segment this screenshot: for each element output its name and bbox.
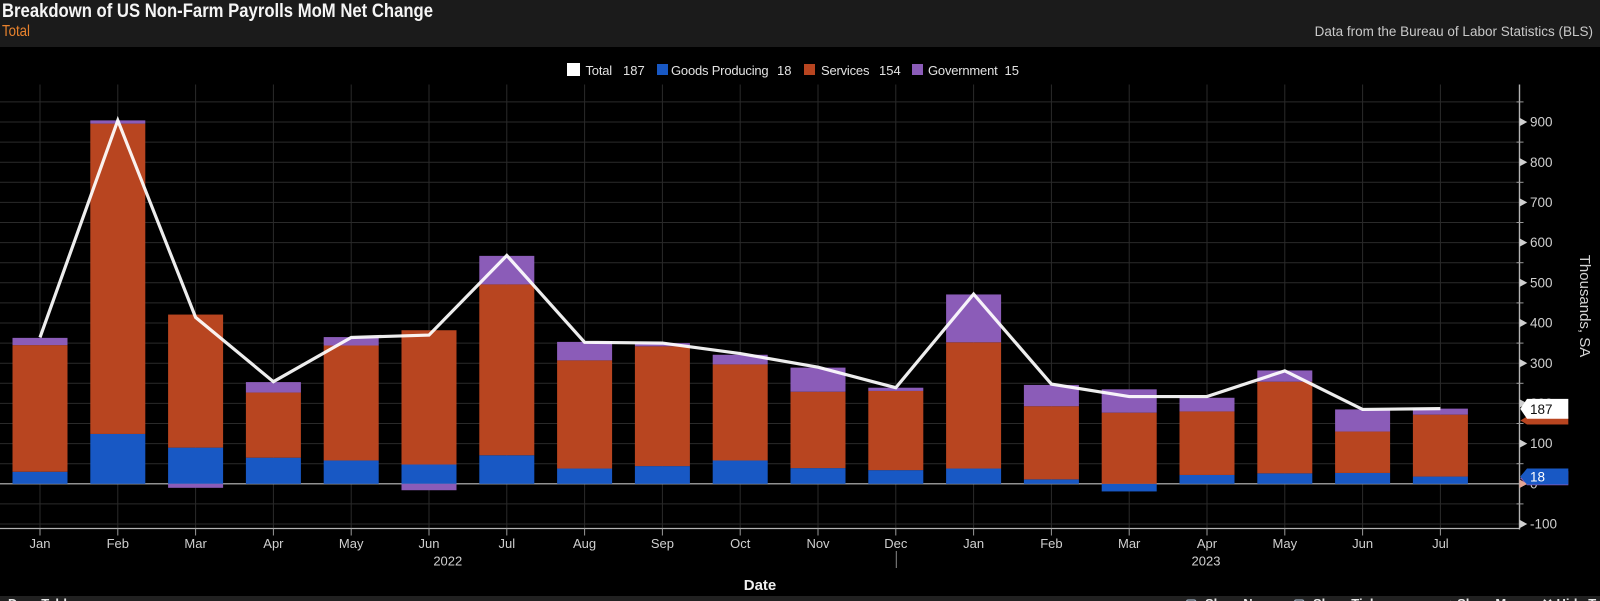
svg-text:2022: 2022 — [433, 554, 462, 569]
svg-text:Apr: Apr — [1197, 536, 1218, 551]
svg-text:400: 400 — [1530, 316, 1553, 331]
svg-text:Jan: Jan — [963, 536, 984, 551]
svg-text:-100: -100 — [1530, 517, 1557, 532]
svg-text:Jul: Jul — [1432, 536, 1449, 551]
svg-text:300: 300 — [1530, 356, 1553, 371]
svg-text:Jan: Jan — [30, 536, 51, 551]
svg-text:Mar: Mar — [184, 536, 207, 551]
svg-text:May: May — [339, 536, 364, 551]
svg-text:Jun: Jun — [1352, 536, 1373, 551]
svg-text:Feb: Feb — [1040, 536, 1062, 551]
svg-text:900: 900 — [1530, 115, 1553, 130]
svg-text:Thousands, SA: Thousands, SA — [1576, 255, 1593, 358]
svg-text:Apr: Apr — [263, 536, 284, 551]
svg-text:Jul: Jul — [498, 536, 515, 551]
svg-text:Aug: Aug — [573, 536, 596, 551]
svg-text:Nov: Nov — [806, 536, 830, 551]
svg-text:2023: 2023 — [1192, 554, 1221, 569]
svg-text:187: 187 — [1530, 402, 1553, 417]
svg-text:700: 700 — [1530, 195, 1553, 210]
svg-text:18: 18 — [1530, 469, 1545, 484]
svg-text:500: 500 — [1530, 275, 1553, 290]
svg-text:Jun: Jun — [419, 536, 440, 551]
svg-text:Feb: Feb — [107, 536, 129, 551]
svg-text:600: 600 — [1530, 235, 1553, 250]
svg-text:May: May — [1273, 536, 1298, 551]
svg-text:Date: Date — [744, 577, 777, 594]
svg-text:Dec: Dec — [884, 536, 908, 551]
svg-text:Mar: Mar — [1118, 536, 1141, 551]
svg-text:Sep: Sep — [651, 536, 674, 551]
svg-text:Oct: Oct — [730, 536, 751, 551]
svg-text:100: 100 — [1530, 436, 1553, 451]
svg-text:800: 800 — [1530, 155, 1553, 170]
